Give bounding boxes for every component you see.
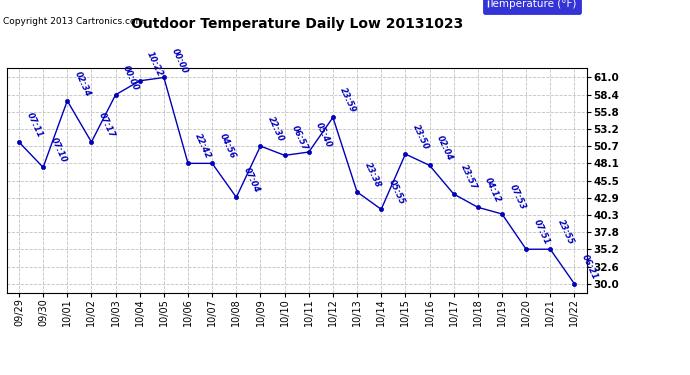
Text: 23:57: 23:57	[460, 163, 479, 191]
Text: 06:57: 06:57	[290, 124, 310, 153]
Text: Outdoor Temperature Daily Low 20131023: Outdoor Temperature Daily Low 20131023	[130, 17, 463, 31]
Text: 23:38: 23:38	[363, 161, 382, 189]
Text: 04:56: 04:56	[218, 132, 237, 160]
Text: 00:00: 00:00	[170, 46, 189, 75]
Text: 05:40: 05:40	[315, 121, 334, 149]
Text: 07:53: 07:53	[508, 183, 527, 211]
Text: 07:04: 07:04	[242, 166, 262, 195]
Text: 23:59: 23:59	[339, 87, 358, 115]
Text: 05:55: 05:55	[387, 178, 406, 207]
Text: 07:10: 07:10	[49, 136, 68, 165]
Text: 10:22: 10:22	[146, 50, 165, 78]
Text: 07:17: 07:17	[97, 111, 117, 139]
Text: 02:04: 02:04	[435, 134, 455, 163]
Text: Copyright 2013 Cartronics.com: Copyright 2013 Cartronics.com	[3, 17, 145, 26]
Text: 07:51: 07:51	[532, 218, 551, 246]
Text: 02:34: 02:34	[73, 70, 92, 98]
Text: 22:30: 22:30	[266, 115, 286, 143]
Text: 07:11: 07:11	[25, 111, 44, 139]
Text: 00:00: 00:00	[121, 64, 141, 92]
Text: 04:12: 04:12	[484, 176, 503, 204]
Legend: Temperature (°F): Temperature (°F)	[482, 0, 581, 14]
Text: 22:42: 22:42	[194, 132, 213, 160]
Text: 23:55: 23:55	[556, 218, 575, 246]
Text: 23:50: 23:50	[411, 123, 431, 151]
Text: 06:21: 06:21	[580, 253, 600, 281]
